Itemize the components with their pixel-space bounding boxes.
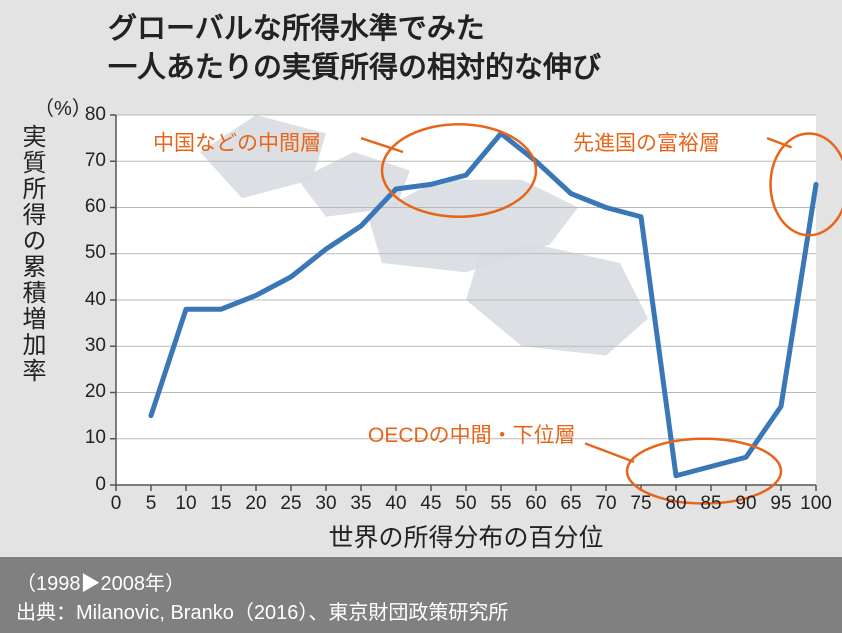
x-tick: 45: [420, 493, 441, 515]
x-tick: 60: [525, 493, 546, 515]
x-tick: 5: [146, 493, 157, 515]
x-tick: 95: [770, 493, 791, 515]
y-tick: 70: [85, 150, 106, 172]
x-tick: 75: [630, 493, 651, 515]
annotation-label-oecd-middle-lower: OECDの中間・下位層: [368, 419, 576, 449]
y-tick: 80: [85, 104, 106, 126]
x-tick: 90: [735, 493, 756, 515]
x-axis-label: 世界の所得分布の百分位: [328, 518, 603, 554]
x-tick: 0: [111, 493, 122, 515]
footer-range: （1998▶2008年）: [16, 567, 826, 596]
y-axis-label: 実質所得の累積増加率: [14, 124, 49, 384]
chart-frame: グローバルな所得水準でみた 一人あたりの実質所得の相対的な伸び （%） 実質所得…: [0, 0, 842, 633]
y-tick: 40: [85, 289, 106, 311]
y-tick: 50: [85, 242, 106, 264]
x-tick: 80: [665, 493, 686, 515]
x-tick: 10: [175, 493, 196, 515]
y-tick: 30: [85, 335, 106, 357]
y-unit-label: （%）: [34, 92, 92, 121]
annotation-label-rich-world: 先進国の富裕層: [573, 127, 720, 157]
x-tick: 85: [700, 493, 721, 515]
footer-bar: （1998▶2008年） 出典：Milanovic, Branko（2016）、…: [0, 557, 842, 633]
x-tick: 55: [490, 493, 511, 515]
y-tick: 10: [85, 427, 106, 449]
x-tick: 30: [315, 493, 336, 515]
x-tick: 35: [350, 493, 371, 515]
x-tick: 20: [245, 493, 266, 515]
chart-title: グローバルな所得水準でみた 一人あたりの実質所得の相対的な伸び: [108, 10, 601, 88]
x-tick: 40: [385, 493, 406, 515]
footer-source: 出典：Milanovic, Branko（2016）、東京財団政策研究所: [16, 596, 826, 625]
x-tick: 65: [560, 493, 581, 515]
x-tick: 70: [595, 493, 616, 515]
x-tick: 100: [800, 493, 832, 515]
x-tick: 25: [280, 493, 301, 515]
y-tick: 20: [85, 381, 106, 403]
y-tick: 0: [95, 474, 106, 496]
y-tick: 60: [85, 196, 106, 218]
x-tick: 50: [455, 493, 476, 515]
annotation-label-china-middle: 中国などの中間層: [153, 127, 321, 157]
x-tick: 15: [210, 493, 231, 515]
